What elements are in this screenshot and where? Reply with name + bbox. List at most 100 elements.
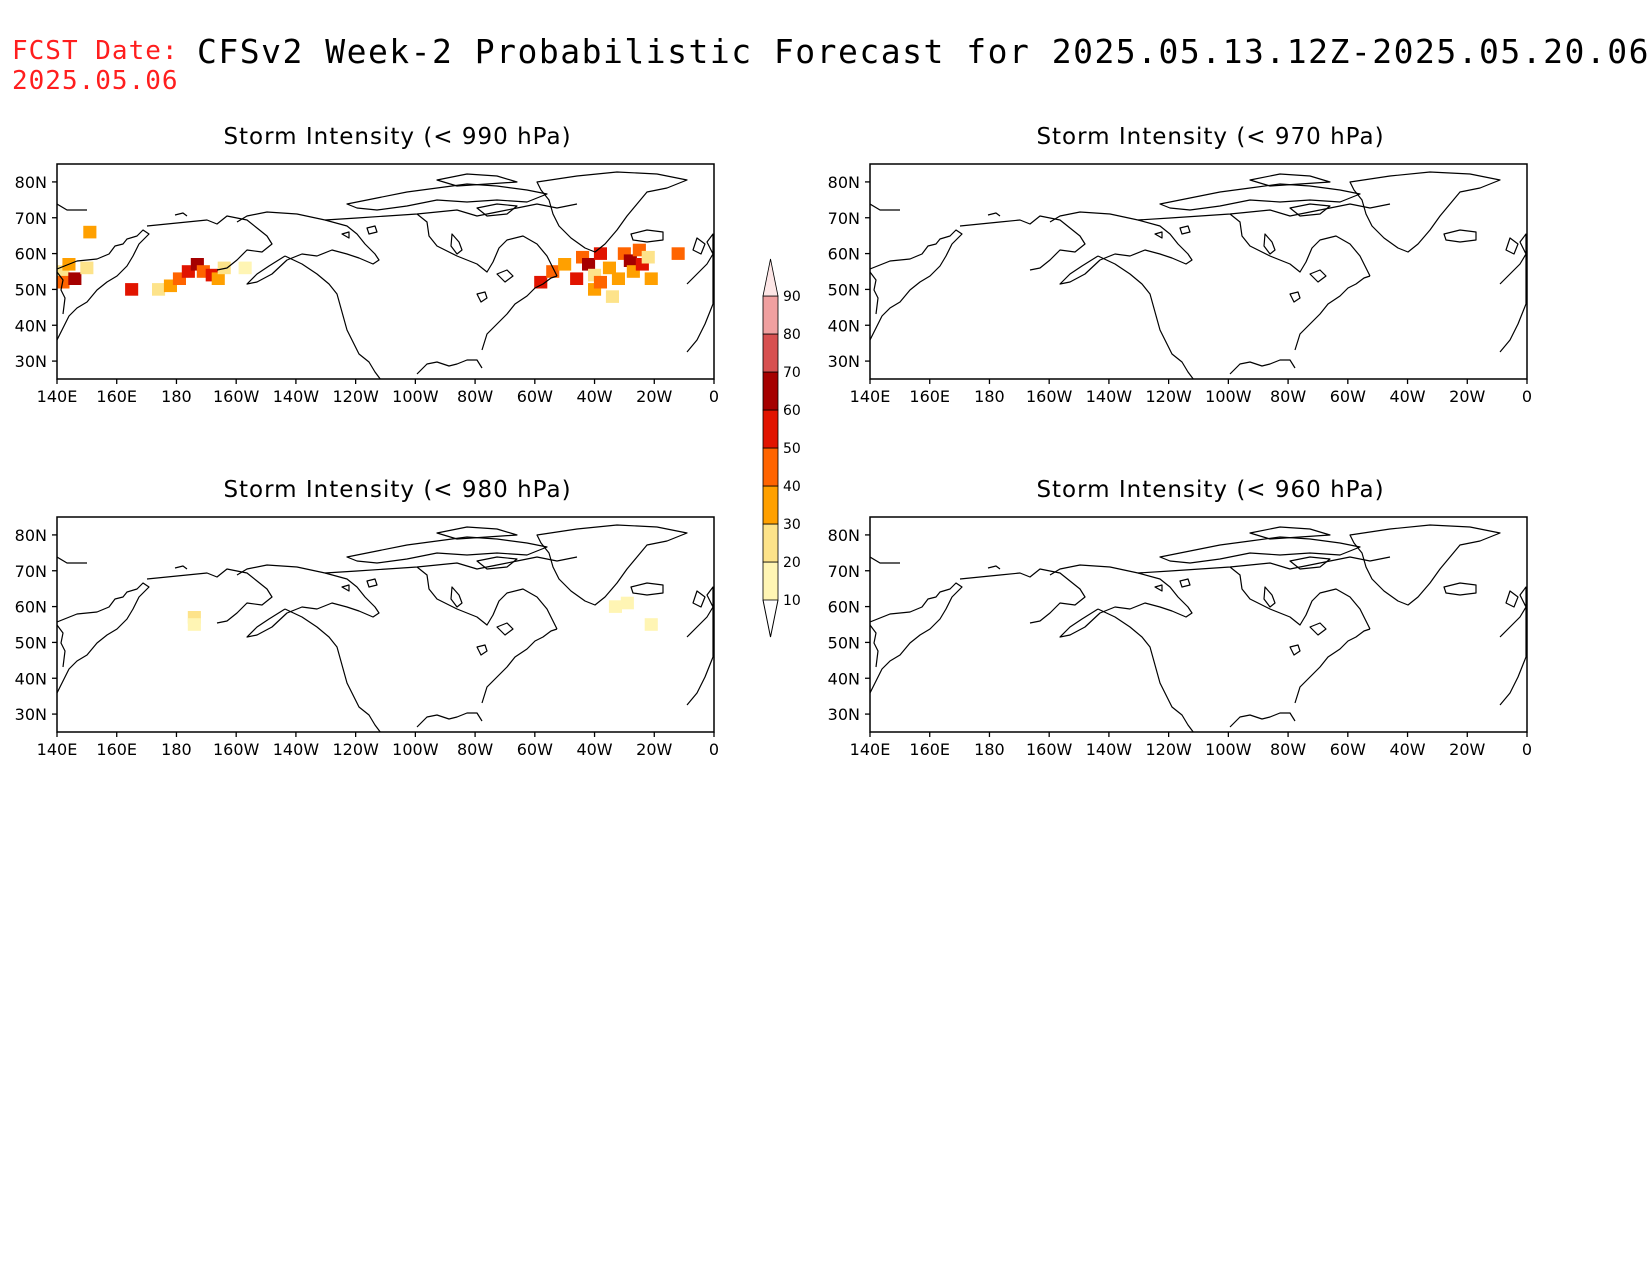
x-tick-label: 100W	[392, 387, 439, 406]
map-frame	[56, 163, 715, 380]
probability-cell	[217, 261, 231, 275]
probability-cell	[211, 272, 225, 285]
y-tick-label: 70N	[828, 562, 860, 581]
x-tick-label: 160W	[213, 387, 260, 406]
probability-cell	[593, 247, 607, 260]
x-tick-label: 140W	[1086, 387, 1133, 406]
x-tick-label: 160E	[909, 387, 950, 406]
forecast-date-label: FCST Date:	[12, 36, 179, 66]
x-tick-label: 140W	[1086, 740, 1133, 759]
colorbar-label: 70	[783, 365, 801, 381]
x-tick-label: 60W	[517, 387, 553, 406]
x-tick-label: 160W	[1026, 740, 1073, 759]
panel-title: Storm Intensity (< 980 hPa)	[223, 477, 571, 503]
x-tick-label: 60W	[1330, 387, 1366, 406]
y-tick-label: 30N	[15, 352, 47, 371]
probability-cell	[152, 283, 166, 296]
y-tick-label: 80N	[828, 526, 860, 545]
colorbar-label: 30	[783, 517, 801, 533]
probability-cell	[238, 261, 252, 275]
probability-cell	[534, 275, 548, 289]
probability-cell	[83, 225, 97, 239]
x-tick-label: 80W	[1270, 387, 1306, 406]
probability-cell	[644, 618, 658, 631]
x-tick-label: 160E	[96, 387, 137, 406]
map-frame	[56, 516, 715, 733]
probability-cell	[623, 254, 637, 267]
probability-cell	[620, 596, 634, 610]
y-tick-label: 30N	[828, 352, 860, 371]
x-tick-label: 20W	[636, 387, 672, 406]
x-tick-label: 160W	[1026, 387, 1073, 406]
x-tick-label: 160E	[909, 740, 950, 759]
colorbar-segment	[762, 447, 779, 487]
x-tick-label: 100W	[392, 740, 439, 759]
colorbar-upper-extension	[762, 258, 779, 297]
probability-cell	[605, 290, 619, 303]
probability-cell	[582, 258, 596, 271]
y-tick-label: 30N	[15, 705, 47, 724]
x-tick-label: 0	[1522, 740, 1532, 759]
coastline	[870, 171, 1527, 379]
x-tick-label: 180	[974, 387, 1005, 406]
colorbar-label: 60	[783, 403, 801, 419]
probability-cell	[187, 618, 201, 631]
panel-title: Storm Intensity (< 960 hPa)	[1036, 477, 1384, 503]
y-tick-label: 80N	[15, 173, 47, 192]
y-tick-label: 40N	[15, 669, 47, 688]
probability-cell	[671, 247, 685, 260]
x-tick-label: 60W	[517, 740, 553, 759]
probability-cell	[608, 600, 622, 613]
x-tick-label: 0	[709, 740, 719, 759]
colorbar-label: 80	[783, 327, 801, 343]
y-tick-label: 60N	[15, 598, 47, 617]
x-tick-label: 20W	[1449, 387, 1485, 406]
y-tick-label: 70N	[15, 562, 47, 581]
x-tick-label: 20W	[636, 740, 672, 759]
y-tick-label: 80N	[15, 526, 47, 545]
y-tick-label: 50N	[828, 633, 860, 652]
x-tick-label: 40W	[576, 387, 612, 406]
colorbar-lower-extension	[762, 599, 779, 638]
colorbar-segment	[762, 295, 779, 335]
x-tick-label: 120W	[1145, 387, 1192, 406]
map-panel-3: Storm Intensity (< 980 hPa) 140E 160E 180 16…	[15, 477, 719, 759]
coastline	[870, 524, 1527, 732]
map-panel-1: Storm Intensity (< 990 hPa) 140E 160E 180 16…	[15, 124, 719, 406]
map-frame	[869, 163, 1528, 380]
y-tick-label: 80N	[828, 173, 860, 192]
colorbar-label: 50	[783, 441, 801, 457]
probability-cell	[57, 275, 70, 289]
x-tick-label: 140W	[273, 387, 320, 406]
y-tick-label: 40N	[828, 669, 860, 688]
x-tick-label: 140W	[273, 740, 320, 759]
x-tick-label: 120W	[1145, 740, 1192, 759]
colorbar-segment	[762, 523, 779, 563]
y-tick-label: 40N	[15, 316, 47, 335]
probability-cell	[641, 250, 655, 264]
probability-shading	[187, 596, 658, 631]
map-frame	[869, 516, 1528, 733]
x-tick-label: 40W	[1389, 740, 1425, 759]
probability-shading	[57, 225, 685, 303]
probability-cell	[602, 261, 616, 275]
x-tick-label: 120W	[332, 387, 379, 406]
y-tick-label: 30N	[828, 705, 860, 724]
colorbar-segment	[762, 371, 779, 411]
y-tick-label: 60N	[828, 245, 860, 264]
x-tick-label: 60W	[1330, 740, 1366, 759]
colorbar-label: 10	[783, 593, 801, 609]
colorbar-label: 20	[783, 555, 801, 571]
probability-cell	[68, 272, 82, 285]
panel-title: Storm Intensity (< 990 hPa)	[223, 124, 571, 150]
x-tick-label: 40W	[1389, 387, 1425, 406]
x-tick-label: 40W	[576, 740, 612, 759]
x-tick-label: 100W	[1205, 387, 1252, 406]
colorbar-segment	[762, 409, 779, 449]
x-tick-label: 0	[1522, 387, 1532, 406]
x-tick-label: 120W	[332, 740, 379, 759]
probability-cell	[558, 258, 572, 271]
x-tick-label: 20W	[1449, 740, 1485, 759]
colorbar-label: 90	[783, 289, 801, 305]
map-panel-4: Storm Intensity (< 960 hPa) 140E 160E 180 16…	[828, 477, 1532, 759]
